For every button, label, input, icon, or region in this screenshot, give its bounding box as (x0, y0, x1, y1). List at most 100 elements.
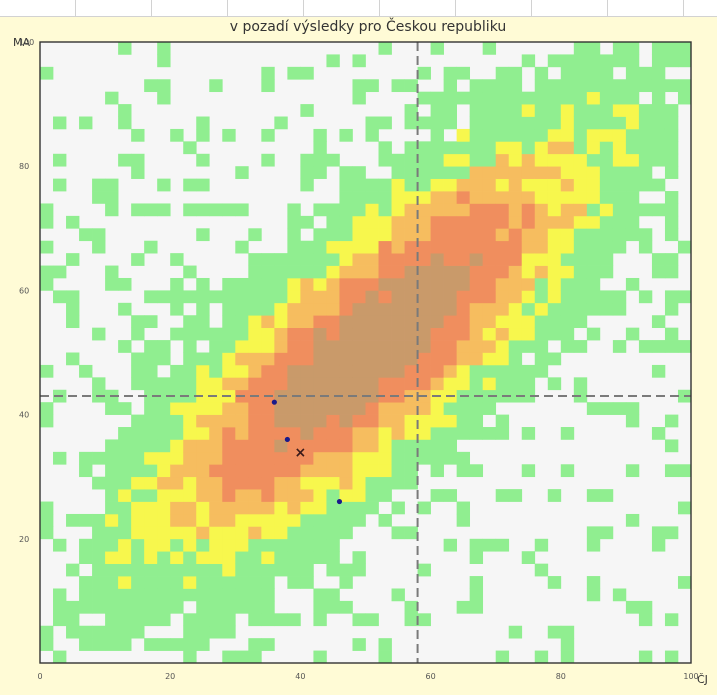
heatmap-cell (469, 302, 484, 316)
heatmap-cell (196, 638, 210, 651)
heatmap-cell (599, 141, 614, 155)
heatmap-cell (612, 54, 627, 68)
heatmap-cell (430, 91, 444, 105)
heatmap-cell (599, 54, 614, 68)
heatmap-cell (430, 489, 444, 502)
heatmap-cell (586, 166, 601, 179)
heatmap-cell (339, 576, 353, 589)
heatmap-cell (157, 178, 171, 192)
heatmap-cell (222, 613, 236, 627)
heatmap-cell (196, 501, 210, 515)
heatmap-cell (495, 427, 510, 440)
heatmap-cell (625, 128, 640, 142)
heatmap-cell (339, 290, 353, 304)
heatmap-cell (417, 66, 431, 80)
heatmap-cell (352, 513, 366, 527)
heatmap-cell (417, 240, 431, 254)
heatmap-cell (560, 228, 575, 242)
heatmap-cell (66, 600, 80, 614)
heatmap-cell (170, 377, 184, 391)
heatmap-cell (456, 364, 471, 378)
heatmap-cell (196, 377, 210, 391)
heatmap-cell (222, 526, 236, 540)
heatmap-cell (170, 402, 184, 415)
heatmap-cell (339, 526, 353, 540)
heatmap-cell (534, 340, 549, 353)
heatmap-cell (677, 79, 692, 93)
heatmap-cell (430, 265, 444, 279)
heatmap-cell (638, 228, 653, 242)
heatmap-cell (222, 588, 236, 602)
heatmap-cell (638, 116, 653, 130)
heatmap-cell (378, 178, 392, 192)
heatmap-cell (638, 203, 653, 217)
heatmap-cell (235, 538, 249, 552)
heatmap-cell (664, 166, 679, 179)
heatmap-cell (508, 302, 523, 316)
heatmap-cell (300, 377, 314, 391)
heatmap-cell (469, 166, 484, 179)
heatmap-cell (482, 352, 497, 366)
heatmap-cell (339, 389, 353, 403)
heatmap-cell (391, 215, 405, 229)
heatmap-cell (365, 501, 379, 515)
heatmap-cell (521, 302, 536, 316)
heatmap-cell (352, 389, 366, 403)
heatmap-cell (222, 302, 236, 316)
heatmap-cell (482, 203, 497, 217)
heatmap-cell (105, 191, 119, 204)
heatmap-cell (157, 588, 171, 602)
heatmap-cell (248, 364, 262, 378)
heatmap-cell (417, 153, 431, 167)
heatmap-cell (391, 588, 405, 602)
heatmap-cell (300, 66, 314, 80)
heatmap-cell (313, 451, 327, 465)
heatmap-cell (521, 215, 536, 229)
heatmap-cell (521, 54, 536, 68)
heatmap-cell (157, 563, 171, 577)
heatmap-cell (274, 513, 288, 527)
heatmap-cell (144, 501, 158, 515)
heatmap-cell (222, 489, 236, 502)
heatmap-cell (339, 228, 353, 242)
heatmap-cell (235, 576, 249, 589)
heatmap-cell (196, 302, 210, 316)
heatmap-cell (40, 240, 54, 254)
heatmap-cell (560, 302, 575, 316)
heatmap-cell (521, 277, 536, 291)
heatmap-cell (443, 240, 457, 254)
heatmap-cell (287, 427, 301, 440)
heatmap-cell (469, 240, 484, 254)
heatmap-cell (339, 513, 353, 527)
heatmap-cell (157, 439, 171, 453)
heatmap-cell (339, 563, 353, 577)
heatmap-cell (222, 340, 236, 353)
heatmap-cell (274, 414, 288, 428)
heatmap-cell (287, 464, 301, 478)
heatmap-cell (339, 364, 353, 378)
heatmap-cell (352, 563, 366, 577)
heatmap-cell (573, 340, 588, 353)
heatmap-cell (417, 414, 431, 428)
heatmap-cell (209, 551, 223, 564)
heatmap-cell (677, 42, 692, 55)
heatmap-cell (170, 576, 184, 589)
heatmap-cell (404, 153, 418, 167)
heatmap-cell (443, 451, 457, 465)
heatmap-cell (638, 66, 653, 80)
heatmap-cell (326, 203, 340, 217)
heatmap-cell (456, 141, 471, 155)
heatmap-cell (339, 215, 353, 229)
heatmap-cell (248, 340, 262, 353)
heatmap-cell (495, 215, 510, 229)
heatmap-cell (248, 414, 262, 428)
heatmap-cell (118, 501, 132, 515)
heatmap-cell (339, 315, 353, 329)
heatmap-cell (404, 253, 418, 266)
heatmap-cell (612, 228, 627, 242)
heatmap-cell (534, 538, 549, 552)
heatmap-cell (456, 600, 471, 614)
heatmap-cell (222, 650, 236, 664)
heatmap-cell (469, 551, 484, 564)
heatmap-cell (118, 476, 132, 490)
